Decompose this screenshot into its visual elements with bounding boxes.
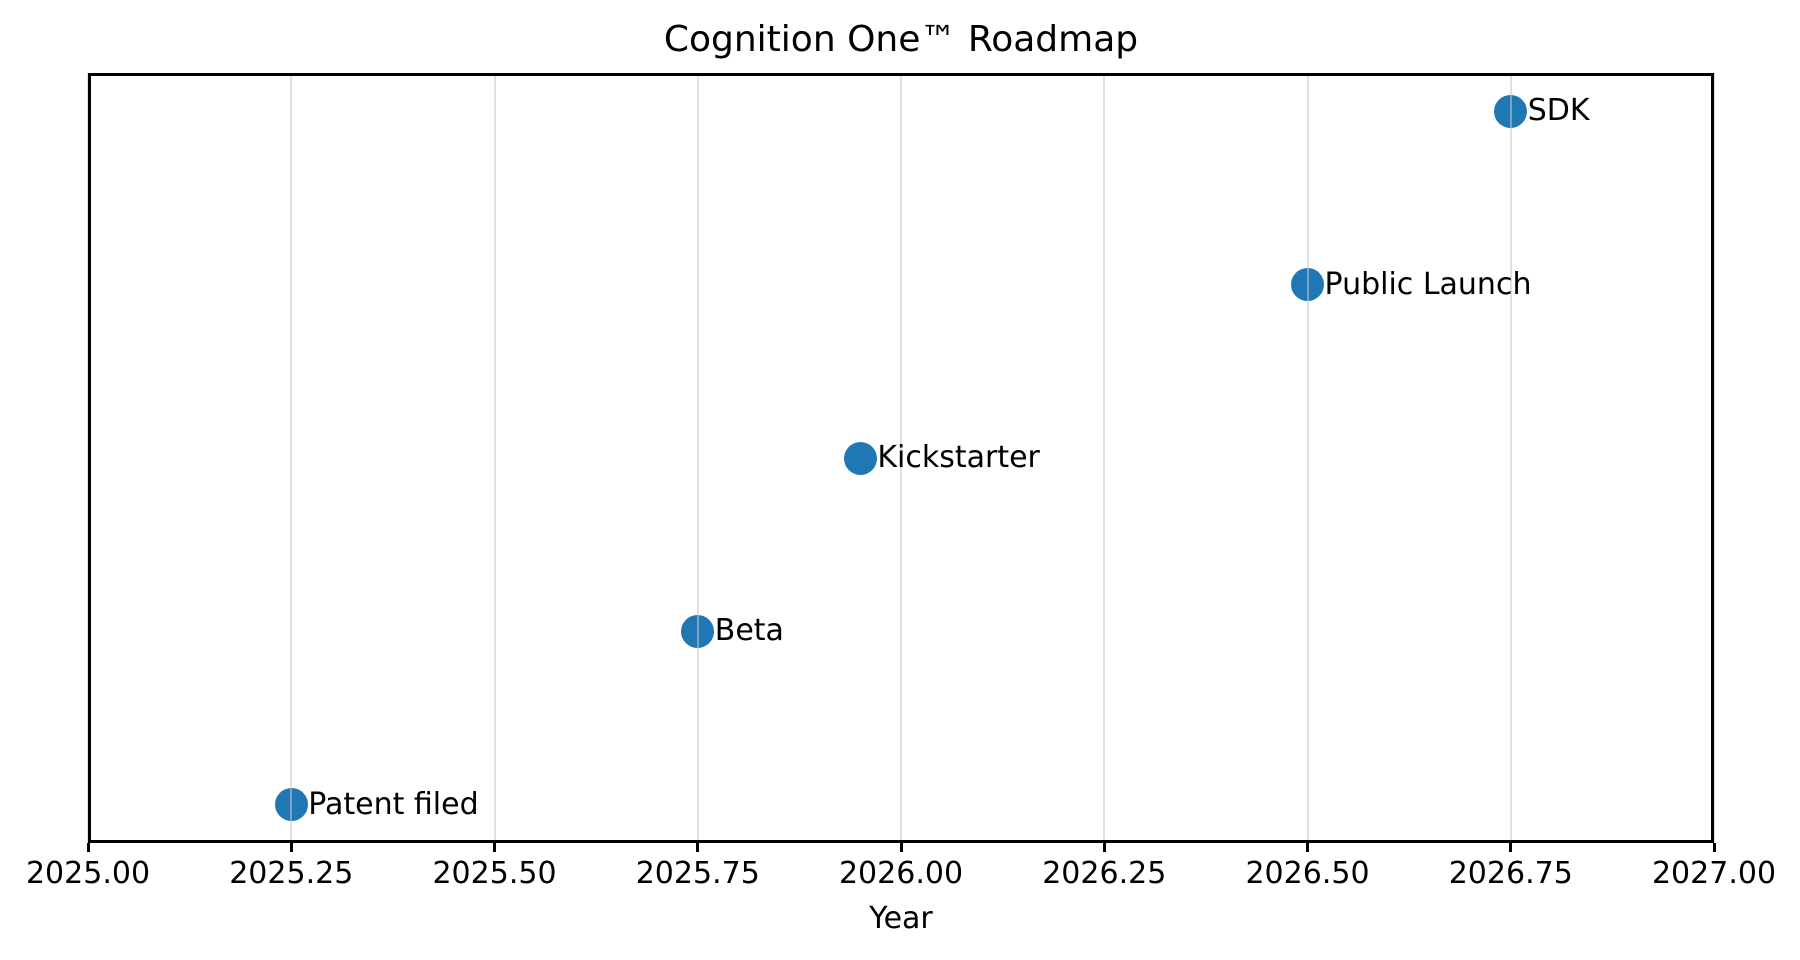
x-gridline bbox=[1306, 73, 1309, 843]
milestone-marker bbox=[1494, 94, 1528, 128]
x-tick-label: 2026.25 bbox=[1042, 856, 1167, 891]
milestone-label: Patent filed bbox=[308, 786, 479, 822]
x-tick-mark bbox=[86, 843, 90, 852]
x-tick-mark bbox=[696, 843, 700, 852]
milestone-label: Beta bbox=[714, 613, 784, 649]
x-tick-label: 2026.00 bbox=[838, 856, 964, 891]
plot-area: Patent filed Beta Kickstarter Public Launch… bbox=[87, 73, 1715, 843]
x-tick-label: 2026.50 bbox=[1245, 856, 1370, 891]
x-gridline bbox=[1509, 73, 1512, 843]
milestone-marker bbox=[681, 614, 715, 648]
x-tick-label: 2025.50 bbox=[432, 856, 557, 891]
x-tick-mark bbox=[1306, 843, 1309, 852]
x-tick-label: 2025.25 bbox=[229, 856, 354, 891]
x-gridline bbox=[696, 73, 699, 843]
x-gridline bbox=[1103, 73, 1106, 843]
chart-title: Cognition One™ Roadmap bbox=[663, 19, 1139, 60]
milestone-marker bbox=[1291, 268, 1324, 302]
x-gridline bbox=[493, 73, 496, 843]
x-axis-label: Year bbox=[869, 901, 933, 936]
milestone-label: SDK bbox=[1527, 93, 1590, 129]
x-tick-mark bbox=[1509, 843, 1513, 852]
milestone-label: Kickstarter bbox=[877, 440, 1040, 475]
x-tick-mark bbox=[1102, 843, 1106, 852]
x-tick-label: 2025.00 bbox=[25, 856, 151, 891]
x-gridline bbox=[1713, 73, 1715, 843]
x-gridline bbox=[87, 73, 89, 843]
x-tick-label: 2027.00 bbox=[1651, 856, 1777, 891]
x-tick-mark bbox=[899, 843, 903, 852]
milestone-marker bbox=[843, 441, 877, 475]
x-tick-mark bbox=[1712, 843, 1716, 852]
x-tick-mark bbox=[493, 843, 496, 852]
milestone-label: Public Launch bbox=[1324, 266, 1532, 302]
x-tick-label: 2025.75 bbox=[635, 856, 760, 891]
x-tick-label: 2026.75 bbox=[1448, 856, 1573, 891]
x-tick-mark bbox=[289, 843, 293, 852]
milestone-marker bbox=[274, 788, 308, 822]
x-gridline bbox=[290, 73, 293, 843]
